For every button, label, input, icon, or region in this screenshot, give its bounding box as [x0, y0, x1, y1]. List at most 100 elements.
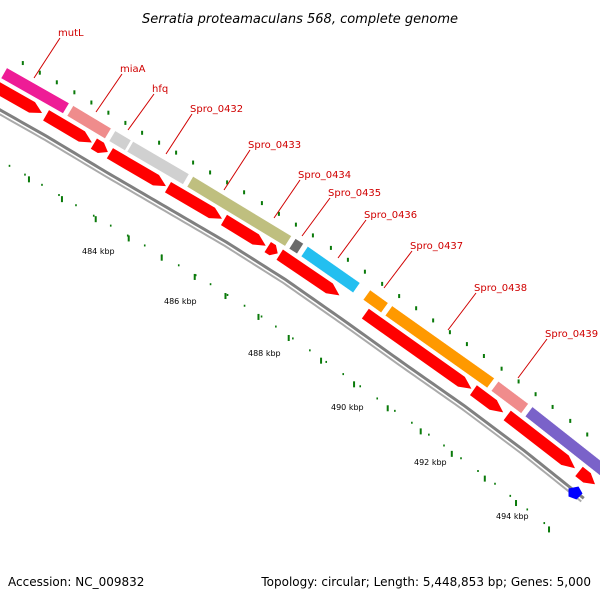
gene-track: [0, 67, 600, 476]
tick-outer: [158, 140, 161, 145]
tick-inner: [243, 304, 246, 307]
cds-arrow: [264, 241, 278, 256]
backbone-line-inner: [0, 113, 582, 503]
tick-inner: [411, 421, 413, 424]
tick-outer: [175, 150, 178, 155]
tick-outer: [311, 233, 314, 238]
tick-major: [94, 216, 97, 223]
blue-feature: [568, 486, 583, 500]
tick-major: [160, 254, 163, 261]
scale-labels: 484 kbp 486 kbp 488 kbp 490 kbp 492 kbp 494 k…: [82, 247, 529, 521]
tick-major: [320, 357, 323, 364]
label-connector: [165, 113, 193, 155]
gene-block: [524, 406, 600, 476]
tick-outer: [415, 306, 418, 311]
genome-backbone: [0, 108, 585, 503]
tick-major: [193, 273, 196, 280]
tick-outer: [226, 180, 229, 185]
cds-arrow: [106, 148, 166, 187]
gene-label: Spro_0438: [474, 283, 527, 294]
tick-inner: [509, 494, 512, 497]
tick-outer: [448, 330, 451, 335]
tick-inner: [359, 385, 362, 388]
tick-outer: [586, 432, 589, 437]
tick-inner: [41, 183, 43, 186]
tick-outer: [398, 294, 401, 299]
tick-inner: [460, 457, 462, 460]
tick-inner: [526, 508, 529, 511]
gene-label: Spro_0433: [248, 140, 301, 151]
tick-outer: [551, 404, 554, 409]
map-title: Serratia proteamaculans 568, complete ge…: [142, 12, 458, 27]
tick-marks: [8, 61, 589, 533]
tick-inner: [325, 360, 328, 363]
tick-outer: [329, 245, 332, 250]
tick-outer: [465, 342, 468, 347]
gene-block: [126, 141, 190, 185]
tick-outer: [260, 201, 263, 206]
tick-major: [257, 313, 260, 320]
gene-label: Spro_0436: [364, 210, 417, 221]
genome-summary-text: Topology: circular; Length: 5,448,853 bp…: [260, 575, 591, 589]
tick-inner: [494, 482, 496, 485]
tick-inner: [24, 173, 26, 176]
tick-major: [353, 381, 356, 388]
tick-outer: [432, 318, 435, 323]
scale-label: 494 kbp: [496, 512, 529, 521]
tick-major: [224, 293, 227, 300]
gene-labels: mutL miaA hfq Spro_0432 Spro_0433 Spro_0434 Sp…: [33, 28, 598, 379]
cds-arrow: [164, 182, 222, 219]
tick-inner: [92, 214, 95, 217]
tick-major: [483, 475, 486, 482]
label-connector: [447, 292, 477, 331]
scale-label: 484 kbp: [82, 247, 115, 256]
tick-major: [515, 500, 518, 507]
cds-arrow: [469, 385, 504, 413]
tick-major: [419, 428, 422, 435]
tick-outer: [277, 211, 280, 216]
tick-outer: [534, 392, 537, 397]
tick-major: [27, 176, 30, 183]
tick-outer: [192, 160, 195, 165]
tick-major: [450, 450, 453, 457]
scale-label: 486 kbp: [164, 297, 197, 306]
tick-inner: [309, 349, 311, 352]
tick-outer: [500, 366, 503, 371]
tick-outer: [107, 110, 110, 115]
gene-label: Spro_0439: [545, 329, 598, 340]
gene-label: Spro_0437: [410, 241, 463, 252]
gene-label: Spro_0434: [298, 170, 351, 181]
tick-inner: [275, 325, 277, 328]
label-connector: [127, 93, 155, 131]
cds-arrow: [575, 466, 596, 485]
label-connector: [383, 250, 413, 289]
gene-block: [0, 67, 70, 114]
tick-inner: [143, 244, 146, 247]
gene-block: [66, 105, 112, 140]
tick-outer: [209, 170, 212, 175]
cds-arrow: [503, 410, 576, 469]
tick-inner: [292, 337, 294, 340]
tick-outer: [482, 353, 485, 358]
tick-outer: [243, 190, 246, 195]
gene-label: Spro_0432: [190, 104, 243, 115]
cds-arrow: [90, 138, 108, 154]
tick-major: [386, 405, 389, 412]
tick-outer: [381, 281, 384, 286]
gene-label: Spro_0435: [328, 188, 381, 199]
tick-inner: [543, 522, 546, 525]
tick-outer: [55, 80, 58, 85]
gene-block: [288, 238, 304, 255]
tick-inner: [477, 470, 479, 472]
gene-block: [362, 289, 389, 314]
tick-inner: [58, 194, 60, 197]
tick-inner: [226, 293, 229, 296]
tick-outer: [517, 379, 520, 384]
cds-track: [0, 82, 596, 500]
tick-inner: [75, 204, 77, 207]
tick-inner: [394, 409, 396, 412]
tick-major: [548, 526, 551, 533]
gene-label: mutL: [58, 28, 84, 39]
backbone-line-outer: [0, 108, 585, 500]
tick-inner: [428, 433, 430, 436]
